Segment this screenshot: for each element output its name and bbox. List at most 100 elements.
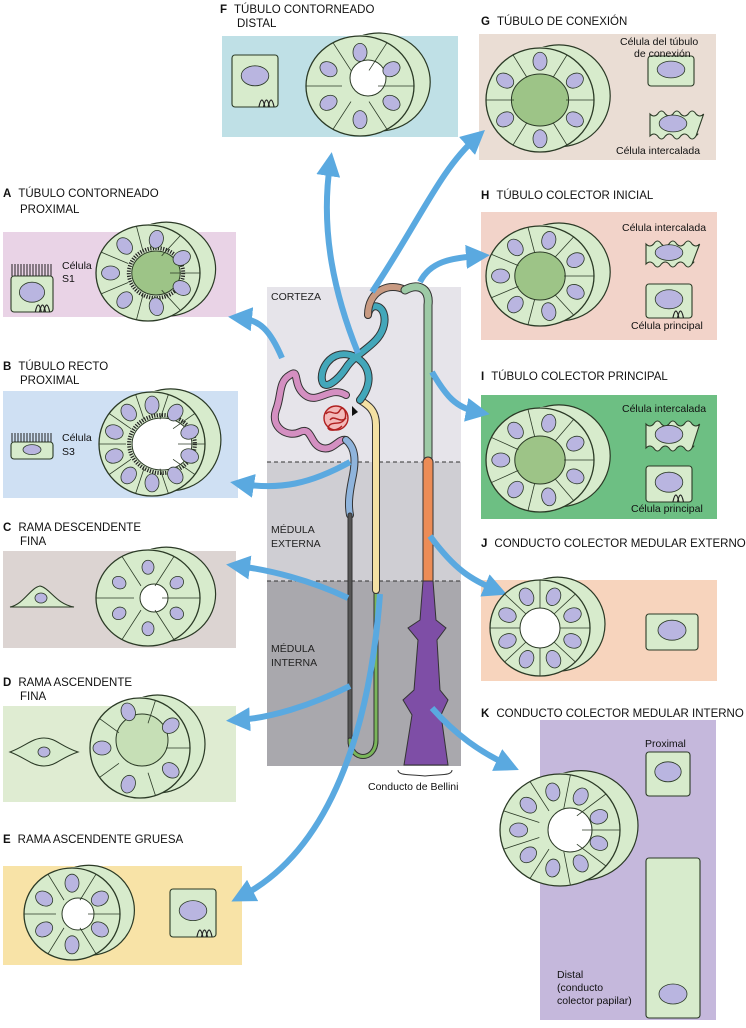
- title-B-line1: TÚBULO RECTO: [18, 361, 109, 373]
- title-H-line1: TÚBULO COLECTOR INICIAL: [496, 190, 654, 202]
- cell-F-distal: [231, 54, 279, 108]
- outer-medulla-label-2: EXTERNA: [271, 538, 321, 550]
- cell-I-intercalated: [645, 420, 701, 452]
- title-F: F TÚBULO CONTORNEADO: [220, 3, 374, 17]
- title-F-line2: DISTAL: [237, 18, 277, 30]
- title-C-line1: RAMA DESCENDENTE: [18, 522, 141, 534]
- tubule-section-H: [485, 222, 611, 327]
- tubule-section-A: [95, 221, 217, 322]
- cell-illustrations: [8, 32, 705, 1019]
- letter-B: B: [3, 361, 12, 373]
- tubule-section-K: [499, 770, 639, 887]
- title-D-line1: RAMA ASCENDENTE: [18, 677, 133, 689]
- title-A: A TÚBULO CONTORNEADO: [3, 187, 159, 201]
- tubule-section-C: [95, 546, 217, 647]
- cell-A-S1: [10, 264, 54, 313]
- letter-A: A: [3, 188, 12, 200]
- arrow-to-D: [226, 683, 352, 732]
- letter-F: F: [220, 4, 228, 16]
- cell-label-B-2: S3: [62, 446, 75, 458]
- title-D: D RAMA ASCENDENTE: [3, 676, 132, 690]
- cell-label-H-b: Célula principal: [631, 320, 703, 332]
- title-B: B TÚBULO RECTO: [3, 360, 108, 374]
- tubule-section-D: [89, 694, 206, 799]
- letter-K: K: [481, 708, 490, 720]
- title-A-line1: TÚBULO CONTORNEADO: [18, 188, 159, 200]
- arrow-to-J: [427, 534, 508, 597]
- cell-G-connecting: [647, 55, 695, 87]
- title-I-line1: TÚBULO COLECTOR PRINCIPAL: [491, 371, 668, 383]
- cell-label-H-a: Célula intercalada: [622, 222, 707, 234]
- inner-medulla-label-2: INTERNA: [271, 657, 318, 669]
- title-D-line2: FINA: [20, 691, 47, 703]
- title-H: H TÚBULO COLECTOR INICIAL: [481, 189, 653, 203]
- letter-G: G: [481, 16, 490, 28]
- letter-H: H: [481, 190, 490, 202]
- bellini-bracket: [397, 769, 453, 777]
- nephron-tubule: [270, 282, 434, 759]
- macula-densa: [352, 406, 358, 416]
- bellini-label: Conducto de Bellini: [368, 781, 459, 793]
- outer-medulla-label-1: MÉDULA: [271, 524, 315, 536]
- letter-E: E: [3, 834, 11, 846]
- tubule-section-F: [305, 32, 431, 137]
- arrow-to-K: [429, 706, 519, 771]
- tubule-section-E: [23, 864, 136, 961]
- cell-H-intercalated: [645, 240, 701, 268]
- cell-D-thin: [8, 737, 80, 767]
- cell-J-medullary: [645, 613, 699, 651]
- cell-label-I-a: Célula intercalada: [622, 403, 707, 415]
- title-K: K CONDUCTO COLECTOR MEDULAR INTERNO: [481, 707, 744, 721]
- tubule-section-G: [485, 44, 611, 153]
- cell-label-A-1: Célula: [62, 260, 92, 272]
- cell-label-K-a: Proximal: [645, 738, 686, 750]
- cell-B-S3: [10, 433, 54, 460]
- inner-medulla-label-1: MÉDULA: [271, 643, 315, 655]
- arrow-to-G: [369, 130, 485, 294]
- title-K-line1: CONDUCTO COLECTOR MEDULAR INTERNO: [496, 708, 744, 720]
- cell-label-G-b: Célula intercalada: [616, 145, 701, 157]
- cell-label-G-a2: de conexión: [634, 48, 691, 60]
- title-J-line1: CONDUCTO COLECTOR MEDULAR EXTERNO: [494, 538, 746, 550]
- cell-label-I-b: Célula principal: [631, 503, 703, 515]
- title-E-line1: RAMA ASCENDENTE GRUESA: [17, 834, 184, 846]
- title-G: G TÚBULO DE CONEXIÓN: [481, 15, 627, 29]
- cell-label-K-b1: Distal: [557, 969, 584, 981]
- title-G-line1: TÚBULO DE CONEXIÓN: [496, 16, 628, 28]
- title-I: I TÚBULO COLECTOR PRINCIPAL: [481, 370, 668, 384]
- letter-I: I: [481, 371, 485, 383]
- cortex-label: CORTEZA: [271, 291, 321, 303]
- tubule-section-J: [489, 576, 606, 677]
- title-E: E RAMA ASCENDENTE GRUESA: [3, 833, 183, 847]
- arrow-to-I: [429, 370, 490, 422]
- tubule-section-I: [485, 404, 611, 513]
- arrow-to-F: [316, 152, 361, 355]
- cell-label-K-b3: colector papilar): [557, 995, 632, 1007]
- cell-label-G-a1: Célula del túbulo: [620, 36, 699, 48]
- cell-label-B-1: Célula: [62, 432, 92, 444]
- title-A-line2: PROXIMAL: [20, 204, 80, 216]
- glomerulus: [323, 405, 349, 431]
- title-B-line2: PROXIMAL: [20, 375, 80, 387]
- arrow-to-A: [228, 307, 285, 360]
- cell-label-K-b2: (conducto: [557, 982, 604, 994]
- title-F-line1: TÚBULO CONTORNEADO: [234, 4, 375, 16]
- cell-C-thin: [9, 585, 75, 608]
- title-C-line2: FINA: [20, 536, 47, 548]
- arrow-to-E: [231, 593, 383, 902]
- letter-J: J: [481, 538, 488, 550]
- cell-I-principal: [645, 465, 693, 503]
- inner-medullary-collecting-duct: [402, 580, 449, 766]
- cell-H-principal: [645, 283, 693, 319]
- title-J: J CONDUCTO COLECTOR MEDULAR EXTERNO: [481, 537, 746, 551]
- cell-K-distal: [645, 857, 701, 1019]
- cell-G-intercalated: [649, 110, 705, 140]
- title-C: C RAMA DESCENDENTE: [3, 521, 141, 535]
- connector-arrows: [226, 130, 519, 902]
- arrow-to-C: [226, 555, 350, 601]
- letter-D: D: [3, 677, 12, 689]
- arrow-to-B: [230, 459, 352, 498]
- arrow-to-H: [417, 244, 490, 284]
